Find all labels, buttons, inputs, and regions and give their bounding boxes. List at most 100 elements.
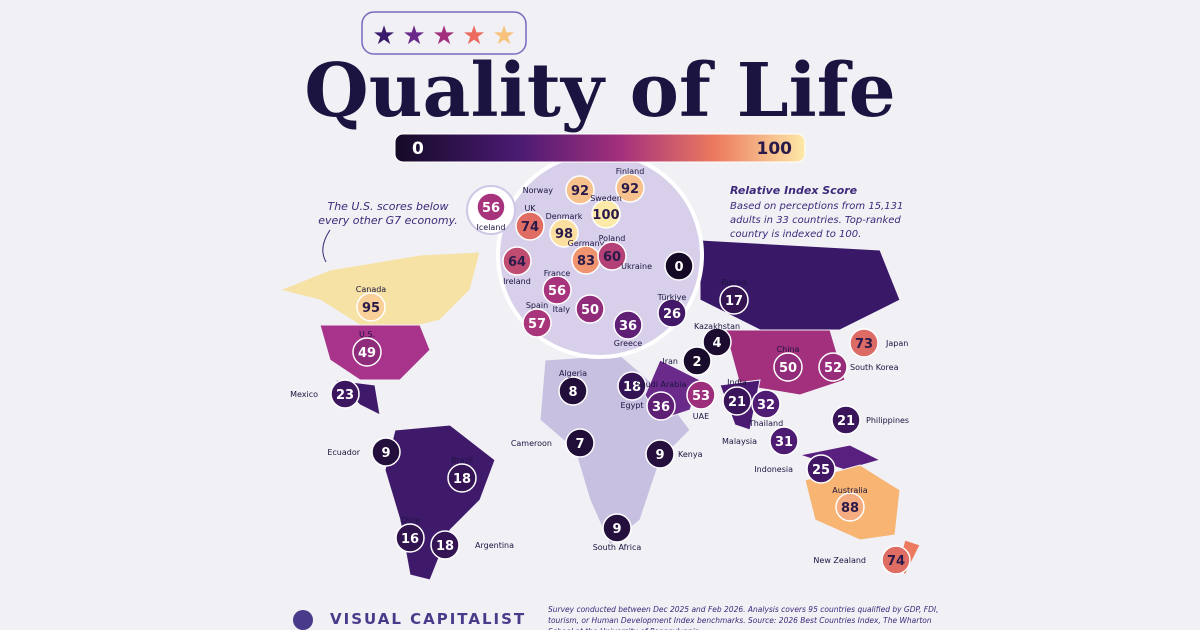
score-marker xyxy=(558,376,588,406)
country-label: Iceland xyxy=(477,223,506,232)
score-marker xyxy=(831,405,861,435)
score-marker xyxy=(818,352,848,382)
scale-min: 0 xyxy=(412,139,424,159)
country-label: Philippines xyxy=(866,416,909,425)
score-label: 95 xyxy=(362,301,380,316)
country-label: Kazakhstan xyxy=(694,322,740,331)
footer: Survey conducted between Dec 2025 and Fe… xyxy=(548,605,939,630)
score-marker xyxy=(657,298,687,328)
score-label: 100 xyxy=(592,208,619,223)
country-label: Saudi Arabia xyxy=(636,380,687,389)
score-label: 88 xyxy=(841,501,859,516)
score-label: 60 xyxy=(603,250,621,265)
score-label: 23 xyxy=(336,388,354,403)
country-label: South Africa xyxy=(593,543,642,552)
score-label: 36 xyxy=(652,400,670,415)
country-label: India xyxy=(727,378,747,387)
legend-title: Relative Index Score xyxy=(730,184,858,197)
country-label: Ireland xyxy=(503,277,531,286)
score-label: 9 xyxy=(655,448,664,463)
country-label: Iran xyxy=(662,357,678,366)
score-label: 92 xyxy=(571,184,589,199)
score-label: 26 xyxy=(663,307,681,322)
score-marker xyxy=(719,285,749,315)
country-label: Canada xyxy=(356,285,387,294)
brand-logo xyxy=(293,610,313,630)
country-label: UK xyxy=(524,204,536,213)
country-label: Chile xyxy=(400,516,420,525)
score-marker xyxy=(835,492,865,522)
score-marker xyxy=(664,251,694,281)
score-label: 4 xyxy=(712,336,721,351)
color-scale xyxy=(394,133,806,163)
score-label: 98 xyxy=(555,227,573,242)
country-label: Türkiye xyxy=(657,293,687,302)
score-label: 36 xyxy=(619,319,637,334)
score-label: 32 xyxy=(757,398,775,413)
score-label: 25 xyxy=(812,463,830,478)
score-label: 21 xyxy=(837,414,855,429)
score-marker xyxy=(542,275,572,305)
country-label: Sweden xyxy=(590,194,622,203)
score-marker xyxy=(881,545,911,575)
score-marker xyxy=(613,310,643,340)
svg-text:★: ★ xyxy=(492,21,515,51)
score-marker xyxy=(602,513,632,543)
score-label: 18 xyxy=(453,472,471,487)
country-label: Finland xyxy=(616,167,645,176)
legend-body: Based on perceptions from 15,131 adults … xyxy=(730,201,904,240)
country-label: Indonesia xyxy=(754,465,793,474)
scale-max: 100 xyxy=(757,139,793,159)
score-marker xyxy=(352,337,382,367)
score-label: 57 xyxy=(528,317,546,332)
score-label: 21 xyxy=(728,395,746,410)
country-label: China xyxy=(777,345,800,354)
svg-text:★: ★ xyxy=(402,21,425,51)
country-label: New Zealand xyxy=(813,556,866,565)
score-marker xyxy=(549,218,579,248)
score-label: 50 xyxy=(581,303,599,318)
rating-bubble xyxy=(361,11,527,55)
country-label: Australia xyxy=(832,486,867,495)
score-marker xyxy=(682,346,712,376)
score-label: 18 xyxy=(623,380,641,395)
score-marker xyxy=(597,241,627,271)
country-label: Argentina xyxy=(475,541,514,550)
score-label: 56 xyxy=(548,284,566,299)
score-label: 18 xyxy=(436,539,454,554)
score-marker xyxy=(751,389,781,419)
score-marker xyxy=(356,292,386,322)
score-label: 50 xyxy=(779,361,797,376)
country-label: Greece xyxy=(614,339,643,348)
country-label: Italy xyxy=(553,305,571,314)
score-marker xyxy=(702,327,732,357)
score-label: 8 xyxy=(568,385,577,400)
score-label: 56 xyxy=(482,201,500,216)
score-marker xyxy=(617,371,647,401)
score-label: 0 xyxy=(674,260,683,275)
svg-text:★: ★ xyxy=(372,21,395,51)
svg-text:★: ★ xyxy=(432,21,455,51)
score-marker xyxy=(646,391,676,421)
score-marker xyxy=(773,352,803,382)
score-marker xyxy=(591,199,621,229)
country-label: Denmark xyxy=(546,212,583,221)
country-label: Egypt xyxy=(620,401,643,410)
note: The U.S. scores below every other G7 eco… xyxy=(318,200,458,227)
score-label: 9 xyxy=(612,522,621,537)
country-label: Poland xyxy=(599,234,626,243)
country-label: Ukraine xyxy=(621,262,652,271)
score-marker xyxy=(565,428,595,458)
stars: ★ ★ ★ ★ ★ xyxy=(372,21,515,51)
country-label: Kenya xyxy=(678,450,703,459)
score-label: 2 xyxy=(692,355,701,370)
score-marker xyxy=(722,386,752,416)
svg-text:★: ★ xyxy=(462,21,485,51)
country-label: South Korea xyxy=(850,363,899,372)
score-label: 83 xyxy=(577,254,595,269)
score-label: 16 xyxy=(401,532,419,547)
score-label: 52 xyxy=(824,361,842,376)
score-marker xyxy=(615,173,645,203)
country-label: Thailand xyxy=(748,419,783,428)
score-marker xyxy=(447,463,477,493)
